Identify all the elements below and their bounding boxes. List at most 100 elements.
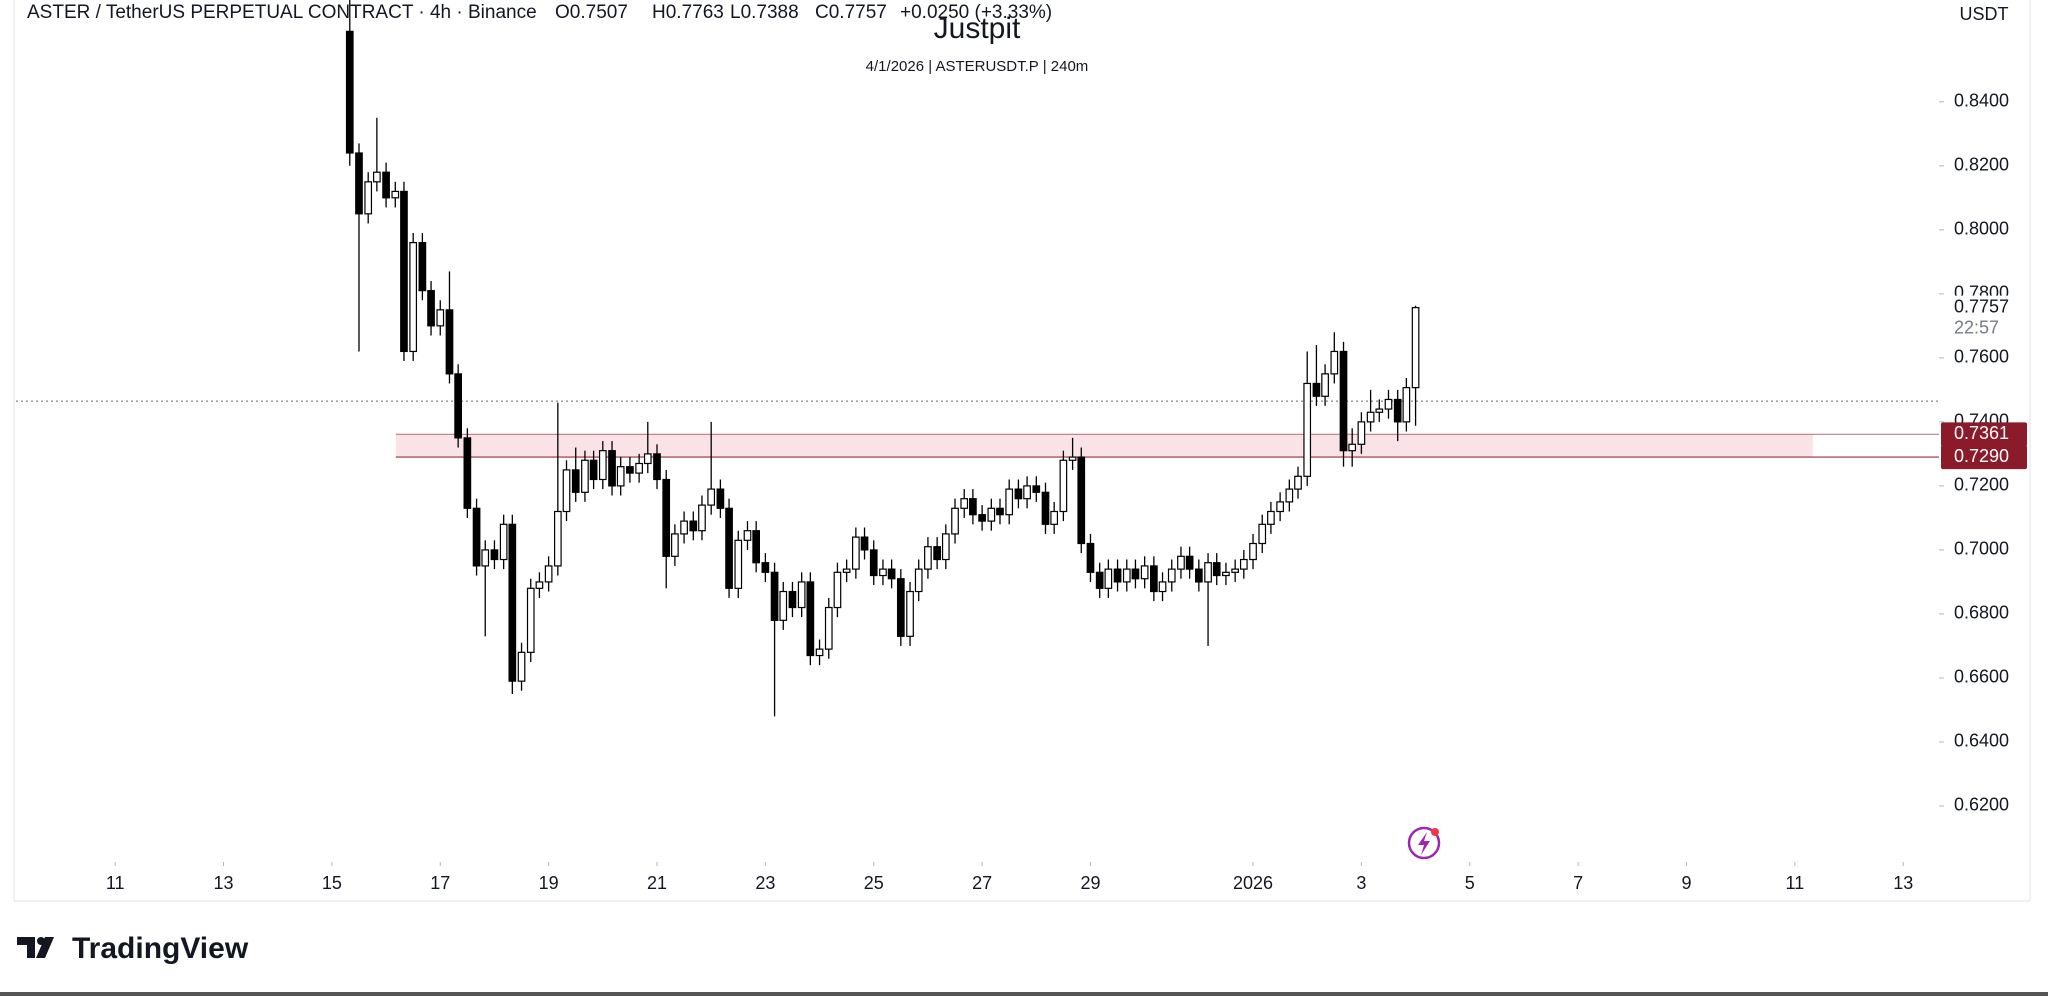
candle-body <box>1077 456 1086 545</box>
x-tick-label: 15 <box>322 873 342 893</box>
candle-body <box>852 536 860 570</box>
candle-body <box>1167 568 1176 583</box>
candle-body <box>409 242 418 353</box>
candle-body <box>526 587 535 653</box>
candle-body <box>779 590 788 621</box>
candle-body <box>1267 510 1275 525</box>
lightning-bolt <box>1418 832 1430 855</box>
y-tick-label: 0.7200 <box>1954 475 2009 495</box>
y-tick-label: 0.6800 <box>1954 603 2009 623</box>
candle-body <box>1402 387 1411 423</box>
candle-body <box>1393 398 1402 423</box>
candle-body <box>364 181 373 215</box>
candle-body <box>1050 510 1059 525</box>
candle-body <box>707 488 716 506</box>
candle-body <box>544 565 553 583</box>
candle-body <box>1312 382 1321 397</box>
candle-body <box>1231 568 1239 573</box>
candle-body <box>1150 565 1158 593</box>
brand: TradingView <box>72 932 249 965</box>
candle-body <box>978 514 986 522</box>
candle-body <box>571 469 580 493</box>
candle-body <box>598 450 607 481</box>
chart-subtitle: 4/1/2026 | ASTERUSDT.P | 240m <box>866 58 1089 75</box>
candle-body <box>1068 456 1077 461</box>
candle-body <box>517 651 526 682</box>
candle-body <box>635 462 643 474</box>
candle-body <box>1357 421 1366 445</box>
zone-price-box <box>1941 422 2027 447</box>
candle-body <box>1285 488 1294 503</box>
candle-body <box>761 562 770 573</box>
candle-body <box>698 504 706 532</box>
candle-body <box>1411 307 1420 389</box>
last-price-label: 0.7757 <box>1954 296 2009 316</box>
candle-body <box>553 510 562 567</box>
x-tick-label: 13 <box>1893 873 1913 893</box>
candle-body <box>1014 488 1023 500</box>
candle-body <box>1204 562 1212 583</box>
candle-body <box>355 152 363 215</box>
candle-body <box>472 507 481 567</box>
candle-body <box>1177 555 1185 570</box>
candle-body <box>653 453 661 481</box>
candle-body <box>960 498 969 509</box>
x-tick-label: 9 <box>1681 873 1691 893</box>
candle-body <box>887 568 896 580</box>
candle-body <box>1095 571 1104 589</box>
notification-dot <box>1431 828 1439 836</box>
candle-body <box>833 571 842 609</box>
candle-body <box>1239 558 1248 570</box>
y-tick-label: 0.6400 <box>1954 731 2009 751</box>
x-tick-label: 13 <box>214 873 234 893</box>
candle-body <box>454 373 462 439</box>
candle-body <box>1384 398 1393 410</box>
candle-body <box>626 466 634 474</box>
candle-body <box>508 523 517 682</box>
candle-body <box>879 568 887 577</box>
candle-body <box>1294 475 1302 490</box>
candle-body <box>1321 373 1329 397</box>
ohlc-open: O0.7507 <box>555 2 628 23</box>
candle-body <box>382 171 390 199</box>
x-tick-label: 17 <box>430 873 450 893</box>
currency[interactable]: USDT <box>1960 4 2009 24</box>
candle-body <box>1122 568 1131 583</box>
candle-body <box>1375 408 1384 413</box>
y-tick-label: 0.6200 <box>1954 795 2009 815</box>
ohlc-low: L0.7388 <box>730 2 799 23</box>
candle-body <box>345 30 354 154</box>
candle-body <box>481 549 490 567</box>
candle-body <box>418 242 427 292</box>
candle-body <box>1276 501 1284 513</box>
candle-body <box>562 469 571 513</box>
ohlc-high: H0.7763 <box>652 2 724 23</box>
y-tick-label: 0.8000 <box>1954 219 2009 239</box>
candle-body <box>1194 568 1203 583</box>
candle-body <box>499 523 508 561</box>
candle-body <box>589 459 598 481</box>
candle-body <box>1185 555 1194 570</box>
candle-body <box>716 488 725 509</box>
lightning-icon[interactable] <box>1407 826 1441 860</box>
logo <box>17 937 54 958</box>
candle-body <box>924 546 932 570</box>
candle-body <box>869 549 878 577</box>
candle-body <box>1032 485 1041 493</box>
x-tick-label: 11 <box>106 873 125 893</box>
candle-body <box>969 498 977 516</box>
x-tick-label: 29 <box>1080 873 1100 893</box>
candle-body <box>373 171 381 183</box>
symbol: ASTER / TetherUS PERPETUAL CONTRACT · 4h… <box>27 2 537 23</box>
candle-body <box>427 290 435 327</box>
candle-body <box>436 309 445 327</box>
candle-body <box>1366 411 1375 423</box>
candle-body <box>1059 459 1068 513</box>
candle-body <box>842 568 851 573</box>
candle-body <box>1131 568 1140 580</box>
candle-body <box>535 581 544 589</box>
zone-price-label: 0.7290 <box>1954 446 2009 466</box>
x-tick-label: 27 <box>972 873 992 893</box>
x-tick-label: 2026 <box>1233 873 1273 893</box>
